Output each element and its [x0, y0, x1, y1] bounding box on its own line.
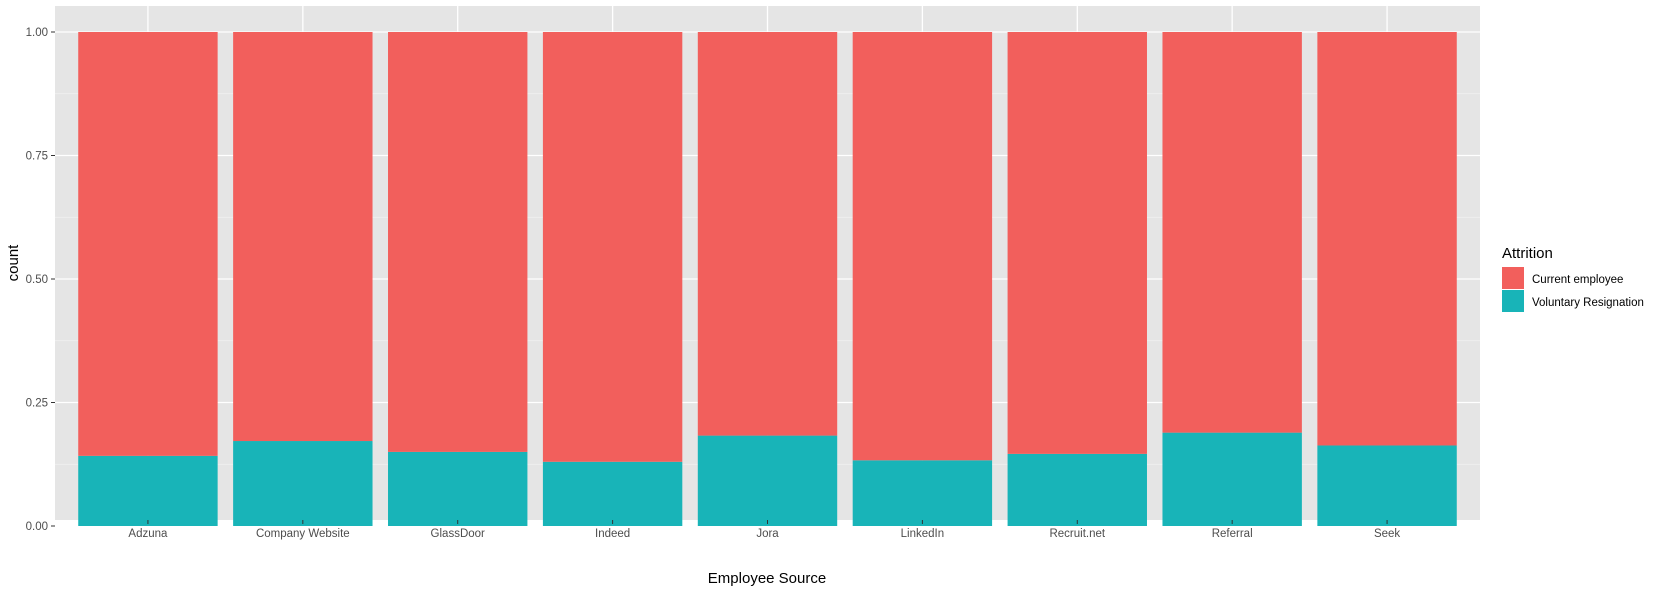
bar-linkedin-voluntary-resignation	[852, 460, 993, 526]
y-axis: 0.00 0.25 0.50 0.75 1.00	[26, 27, 55, 533]
legend-label-current-employee: Current employee	[1532, 274, 1623, 286]
legend-title: Attrition	[1502, 245, 1553, 262]
bar-seek-voluntary-resignation	[1317, 445, 1457, 526]
bar-glassdoor-current-employee	[388, 32, 528, 452]
x-tick-label-glassdoor: GlassDoor	[431, 528, 485, 540]
x-tick-label-adzuna: Adzuna	[128, 528, 168, 540]
bar-adzuna-current-employee	[78, 32, 218, 456]
x-tick-label-company-website: Company Website	[256, 528, 350, 540]
bar-jora-voluntary-resignation	[697, 435, 838, 526]
bar-indeed-current-employee	[542, 32, 683, 462]
bar-referral-current-employee	[1162, 32, 1302, 433]
x-tick-label-referral: Referral	[1212, 528, 1253, 540]
y-tick-label: 1.00	[26, 27, 48, 39]
x-tick-label-recruit-net: Recruit.net	[1049, 528, 1105, 540]
legend-label-voluntary-resignation: Voluntary Resignation	[1532, 297, 1644, 309]
bar-indeed-voluntary-resignation	[542, 461, 683, 526]
x-axis-title: Employee Source	[708, 570, 826, 587]
legend: Attrition Current employee Voluntary Res…	[1502, 245, 1644, 312]
bar-company-website-current-employee	[233, 32, 373, 442]
bar-glassdoor-voluntary-resignation	[388, 451, 528, 526]
bar-company-website-voluntary-resignation	[233, 441, 373, 526]
x-tick-label-indeed: Indeed	[595, 528, 630, 540]
legend-key-current-employee	[1502, 267, 1524, 289]
bar-recruit-net-voluntary-resignation	[1007, 453, 1147, 526]
x-tick-label-seek: Seek	[1374, 528, 1400, 540]
bar-jora-current-employee	[697, 32, 838, 436]
y-tick-label: 0.75	[26, 151, 48, 163]
x-axis: Adzuna Company Website GlassDoor Indeed Jora…	[128, 520, 1400, 540]
y-tick-label: 0.00	[26, 521, 48, 533]
bar-recruit-net-current-employee	[1007, 32, 1147, 454]
bar-adzuna-voluntary-resignation	[78, 455, 218, 526]
bar-seek-current-employee	[1317, 32, 1457, 446]
x-tick-label-linkedin: LinkedIn	[901, 528, 944, 540]
y-tick-label: 0.50	[26, 274, 48, 286]
legend-key-voluntary-resignation	[1502, 290, 1524, 312]
bar-referral-voluntary-resignation	[1162, 432, 1302, 526]
bar-linkedin-current-employee	[852, 32, 993, 461]
y-axis-title: count	[5, 244, 22, 282]
bars-group	[78, 32, 1457, 526]
y-tick-label: 0.25	[26, 398, 48, 410]
x-tick-label-jora: Jora	[756, 528, 779, 540]
